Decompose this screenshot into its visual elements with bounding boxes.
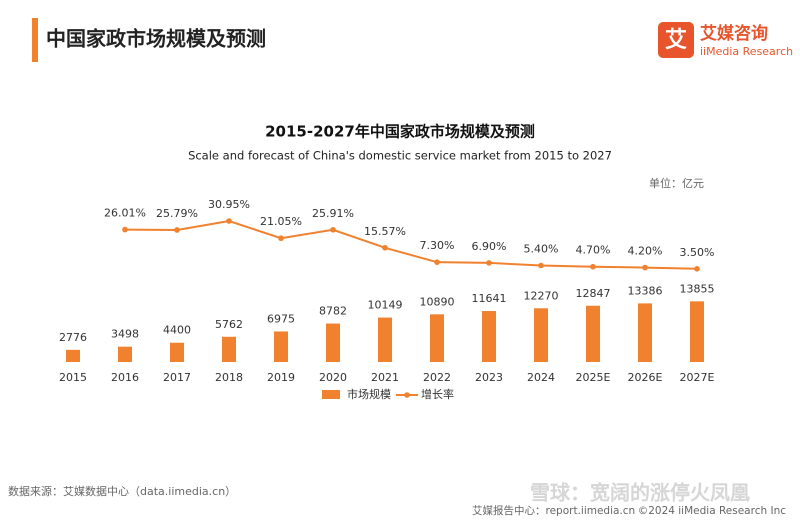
legend-swatch (404, 392, 410, 398)
x-tick-label: 2022 (423, 371, 451, 384)
line-value-label: 15.57% (364, 225, 406, 238)
bar (170, 342, 184, 362)
bar-value-label: 10149 (368, 299, 403, 312)
report-site: 艾媒报告中心：report.iimedia.cn (472, 504, 635, 517)
bar (690, 301, 704, 362)
line-value-label: 3.50% (680, 246, 715, 259)
line-point (382, 244, 388, 251)
logo-icon (658, 22, 694, 58)
x-tick-label: 2018 (215, 371, 243, 384)
bar (274, 331, 288, 362)
line-point (538, 262, 544, 269)
line-point (694, 266, 700, 272)
line-point (278, 235, 284, 242)
x-tick-label: 2025E (576, 371, 611, 384)
legend-swatch (322, 390, 340, 399)
legend-label: 增长率 (421, 387, 454, 401)
x-tick-label: 2026E (628, 371, 663, 384)
watermark: 雪球：宽阔的涨停火凤凰 (530, 481, 750, 505)
page-title: 中国家政市场规模及预测 (46, 27, 266, 51)
bar-value-label: 8782 (319, 305, 347, 318)
source: 数据来源：艾媒数据中心（data.iimedia.cn） (8, 484, 236, 498)
line-point (226, 218, 232, 224)
x-tick-label: 2027E (680, 371, 715, 384)
bar (586, 305, 600, 362)
bar-value-label: 13855 (680, 282, 715, 295)
x-tick-label: 2023 (475, 371, 503, 384)
x-tick-label: 2019 (267, 371, 295, 384)
bar-value-label: 11641 (472, 292, 507, 305)
x-tick-label: 2024 (527, 371, 555, 384)
bar-value-label: 12270 (524, 289, 559, 302)
legend-label: 市场规模 (347, 387, 391, 401)
bar-value-label: 13386 (628, 284, 663, 297)
x-tick-label: 2020 (319, 371, 347, 384)
bar-value-label: 12847 (576, 287, 611, 300)
x-tick-label: 2015 (59, 371, 87, 384)
line-point (590, 263, 596, 270)
bar (482, 311, 496, 362)
line-point (122, 226, 128, 233)
x-tick-label: 2021 (371, 371, 399, 384)
bar-value-label: 3498 (111, 328, 139, 341)
bar (638, 303, 652, 362)
brand-en: iiMedia Research (700, 45, 793, 58)
bar-value-label: 2776 (59, 331, 87, 344)
bar (378, 317, 392, 362)
bar-value-label: 6975 (267, 312, 295, 325)
brand: 艾媒咨询 (700, 23, 768, 44)
line-point (174, 227, 180, 233)
unit-label: 单位：亿元 (649, 176, 704, 190)
bar (326, 323, 340, 362)
bar (66, 349, 80, 362)
line-value-label: 25.91% (312, 207, 354, 220)
line-point (434, 259, 440, 265)
line-value-label: 21.05% (260, 215, 302, 228)
x-tick-label: 2016 (111, 371, 139, 384)
line-value-label: 7.30% (420, 239, 455, 252)
growth-line (124, 219, 698, 270)
bar (534, 308, 548, 362)
x-tick-label: 2017 (163, 371, 191, 384)
line-point (642, 264, 648, 271)
line-value-label: 4.20% (628, 245, 663, 258)
logo-mark: 艾 (665, 28, 687, 53)
line-point (330, 226, 336, 233)
bar-value-label: 10890 (420, 295, 455, 308)
chart-title: 2015-2027年中国家政市场规模及预测 (265, 123, 535, 141)
chart-subtitle: Scale and forecast of China's domestic s… (188, 149, 612, 163)
line-point (486, 260, 492, 266)
bar (118, 346, 132, 362)
line-value-label: 25.79% (156, 207, 198, 220)
copyright: ©2024 iiMedia Research Inc (638, 505, 787, 517)
line-value-label: 26.01% (104, 207, 146, 220)
bar-value-label: 4400 (163, 324, 191, 337)
line-value-label: 5.40% (524, 242, 559, 255)
line-value-label: 4.70% (576, 244, 611, 257)
line-value-label: 6.90% (472, 240, 507, 253)
bar (222, 336, 236, 362)
header-accent (32, 18, 38, 62)
bar (430, 314, 444, 362)
line-value-label: 30.95% (208, 198, 250, 211)
bar-value-label: 5762 (215, 318, 243, 331)
